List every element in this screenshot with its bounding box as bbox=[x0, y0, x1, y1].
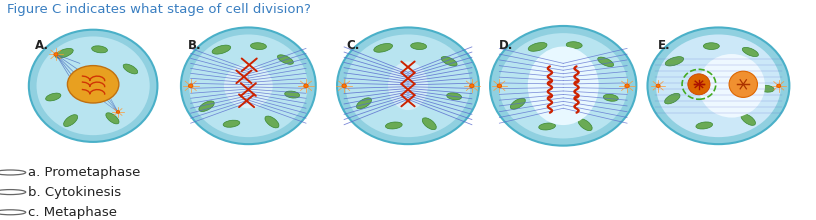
Ellipse shape bbox=[337, 28, 479, 144]
Ellipse shape bbox=[357, 98, 371, 109]
Ellipse shape bbox=[181, 28, 316, 144]
Text: Figure C indicates what stage of cell division?: Figure C indicates what stage of cell di… bbox=[7, 3, 310, 16]
Ellipse shape bbox=[729, 71, 757, 97]
Ellipse shape bbox=[647, 28, 789, 144]
Ellipse shape bbox=[539, 123, 556, 130]
Ellipse shape bbox=[566, 42, 582, 49]
Ellipse shape bbox=[265, 116, 279, 128]
Text: C.: C. bbox=[346, 39, 359, 52]
Ellipse shape bbox=[123, 64, 138, 74]
Ellipse shape bbox=[29, 30, 157, 142]
Ellipse shape bbox=[106, 113, 119, 124]
Ellipse shape bbox=[759, 85, 774, 92]
Ellipse shape bbox=[285, 91, 299, 98]
Text: B.: B. bbox=[188, 39, 202, 52]
Ellipse shape bbox=[598, 57, 614, 67]
Text: D.: D. bbox=[499, 39, 514, 52]
Ellipse shape bbox=[510, 98, 526, 109]
Ellipse shape bbox=[470, 84, 474, 88]
Ellipse shape bbox=[625, 84, 629, 88]
Ellipse shape bbox=[223, 120, 240, 127]
Ellipse shape bbox=[528, 46, 599, 125]
Ellipse shape bbox=[696, 122, 712, 129]
Ellipse shape bbox=[410, 43, 427, 50]
Text: b. Cytokinesis: b. Cytokinesis bbox=[28, 186, 121, 199]
Ellipse shape bbox=[664, 93, 680, 104]
Ellipse shape bbox=[374, 44, 392, 52]
Ellipse shape bbox=[441, 57, 457, 66]
Ellipse shape bbox=[37, 37, 149, 135]
Ellipse shape bbox=[188, 84, 193, 88]
Ellipse shape bbox=[55, 48, 73, 58]
Ellipse shape bbox=[388, 61, 428, 110]
Ellipse shape bbox=[117, 111, 120, 113]
Ellipse shape bbox=[777, 84, 781, 88]
Ellipse shape bbox=[741, 114, 756, 125]
Ellipse shape bbox=[304, 84, 308, 88]
Ellipse shape bbox=[91, 46, 108, 53]
Ellipse shape bbox=[68, 66, 119, 103]
Ellipse shape bbox=[665, 57, 684, 66]
Ellipse shape bbox=[528, 42, 547, 51]
Ellipse shape bbox=[656, 84, 660, 88]
Text: a. Prometaphase: a. Prometaphase bbox=[28, 166, 140, 179]
Ellipse shape bbox=[251, 43, 266, 50]
Ellipse shape bbox=[698, 54, 765, 117]
Ellipse shape bbox=[497, 84, 502, 88]
Ellipse shape bbox=[345, 35, 471, 137]
Ellipse shape bbox=[499, 33, 628, 138]
Ellipse shape bbox=[656, 35, 781, 137]
Ellipse shape bbox=[212, 45, 231, 54]
Text: E.: E. bbox=[659, 39, 671, 52]
Ellipse shape bbox=[224, 63, 273, 108]
Ellipse shape bbox=[385, 122, 402, 129]
Ellipse shape bbox=[446, 93, 462, 100]
Ellipse shape bbox=[199, 101, 215, 112]
Ellipse shape bbox=[603, 94, 619, 101]
Ellipse shape bbox=[703, 43, 720, 50]
Ellipse shape bbox=[46, 93, 61, 101]
Ellipse shape bbox=[54, 53, 58, 56]
Text: c. Metaphase: c. Metaphase bbox=[28, 206, 117, 219]
Ellipse shape bbox=[743, 47, 758, 57]
Ellipse shape bbox=[579, 119, 592, 131]
Ellipse shape bbox=[342, 84, 346, 88]
Ellipse shape bbox=[490, 26, 636, 146]
Ellipse shape bbox=[688, 74, 710, 95]
Ellipse shape bbox=[422, 118, 437, 130]
Ellipse shape bbox=[64, 115, 78, 126]
Ellipse shape bbox=[189, 35, 308, 137]
Text: A.: A. bbox=[34, 39, 49, 52]
Ellipse shape bbox=[277, 55, 294, 64]
